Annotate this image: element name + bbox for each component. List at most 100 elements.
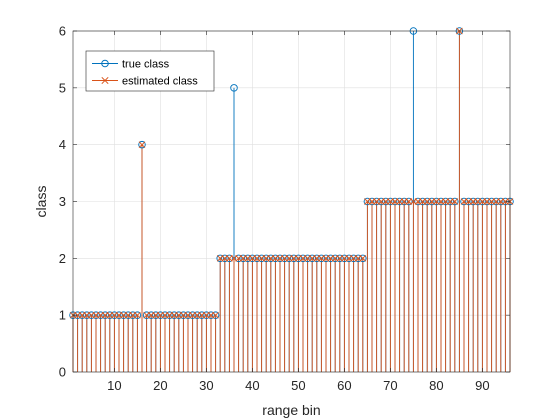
estimated-class-stems [72, 31, 511, 372]
true-class-marker [92, 311, 100, 319]
true-class-marker [359, 254, 367, 263]
true-class-marker [354, 254, 362, 263]
estimated-class-marker [134, 311, 141, 319]
true-class-marker [290, 254, 298, 263]
true-class-marker [451, 197, 459, 206]
true-class-marker [303, 254, 312, 263]
true-class-marker [161, 311, 169, 319]
x-tick-label: 70 [383, 378, 397, 393]
true-class-marker [326, 254, 335, 263]
true-class-marker [119, 311, 128, 319]
true-class-marker [363, 197, 372, 206]
true-class-marker [202, 311, 211, 319]
legend-box [85, 50, 215, 92]
true-class-marker [372, 197, 381, 206]
true-class-marker [469, 197, 477, 206]
true-class-marker [345, 254, 353, 263]
true-class-markers [69, 27, 514, 319]
y-tick-label: 0 [59, 365, 66, 380]
true-class-marker [382, 197, 390, 206]
x-tick-label: 80 [429, 378, 443, 393]
true-class-marker [216, 254, 224, 263]
true-class-marker [386, 197, 395, 206]
true-class-marker [478, 197, 487, 206]
true-class-marker [308, 254, 316, 263]
true-class-marker [133, 311, 142, 319]
true-class-marker [395, 197, 404, 206]
true-class-marker [336, 254, 344, 263]
true-class-marker [418, 197, 427, 206]
true-class-marker [175, 311, 183, 319]
true-class-marker [147, 311, 155, 319]
true-class-marker [497, 197, 505, 206]
true-class-marker [179, 311, 188, 319]
true-class-marker [198, 311, 206, 319]
true-class-marker [170, 311, 178, 319]
legend: true class estimated class [85, 50, 215, 92]
true-class-marker [280, 254, 289, 263]
true-class-marker [400, 197, 408, 206]
legend-est-label: estimated class [122, 76, 198, 88]
true-class-marker [142, 311, 151, 319]
true-class-marker [165, 311, 174, 319]
true-class-marker [423, 197, 431, 206]
true-class-marker [207, 311, 215, 319]
true-class-marker [239, 254, 247, 263]
estimated-class-marker [212, 311, 219, 319]
true-class-marker [156, 311, 165, 319]
true-class-marker [368, 197, 376, 206]
true-class-marker [474, 197, 482, 206]
true-class-marker [483, 197, 491, 206]
estimated-class-marker [138, 141, 146, 148]
legend-est-x-icon [101, 76, 109, 85]
true-class-marker [152, 311, 160, 319]
true-class-marker [188, 311, 197, 319]
y-tick-label: 2 [59, 251, 66, 266]
x-tick-label: 20 [153, 378, 167, 393]
true-class-marker [234, 254, 243, 263]
true-class-marker [248, 254, 257, 263]
true-class-marker [184, 311, 192, 319]
true-class-marker [331, 254, 339, 263]
true-class-marker [271, 254, 280, 263]
true-class-marker [193, 311, 201, 319]
true-class-marker [391, 197, 399, 206]
true-class-marker [115, 311, 123, 319]
x-tick-label: 90 [475, 378, 489, 393]
true-class-marker [87, 311, 96, 319]
true-class-marker [78, 311, 86, 319]
estimated-class-markers [69, 27, 514, 319]
true-class-marker [138, 140, 146, 149]
true-class-marker [464, 197, 473, 206]
true-class-marker [101, 311, 109, 319]
true-class-marker [244, 254, 252, 263]
y-tick-label: 5 [59, 80, 66, 95]
true-class-marker [437, 197, 445, 206]
legend-true-circle-icon [101, 59, 109, 68]
x-tick-label: 50 [291, 378, 305, 393]
true-class-marker [322, 254, 330, 263]
true-class-marker [110, 311, 119, 319]
true-class-marker [129, 311, 137, 319]
true-class-marker [428, 197, 436, 206]
true-class-marker [294, 254, 303, 263]
true-class-marker [317, 254, 326, 263]
true-class-marker [230, 84, 238, 92]
true-class-marker [432, 197, 441, 206]
true-class-marker [257, 254, 266, 263]
true-class-marker [299, 254, 307, 263]
estimated-class-marker [451, 198, 459, 205]
true-class-marker [377, 197, 385, 206]
true-class-marker [313, 254, 321, 263]
true-class-marker [349, 254, 358, 263]
y-tick-label: 4 [59, 137, 66, 152]
x-tick-label: 60 [337, 378, 351, 393]
true-class-marker [106, 311, 114, 319]
true-class-marker [221, 254, 229, 263]
true-class-marker [211, 311, 220, 319]
true-class-marker [267, 254, 275, 263]
y-tick-label: 6 [59, 24, 66, 39]
true-class-marker [492, 197, 500, 206]
true-class-marker [83, 311, 91, 319]
